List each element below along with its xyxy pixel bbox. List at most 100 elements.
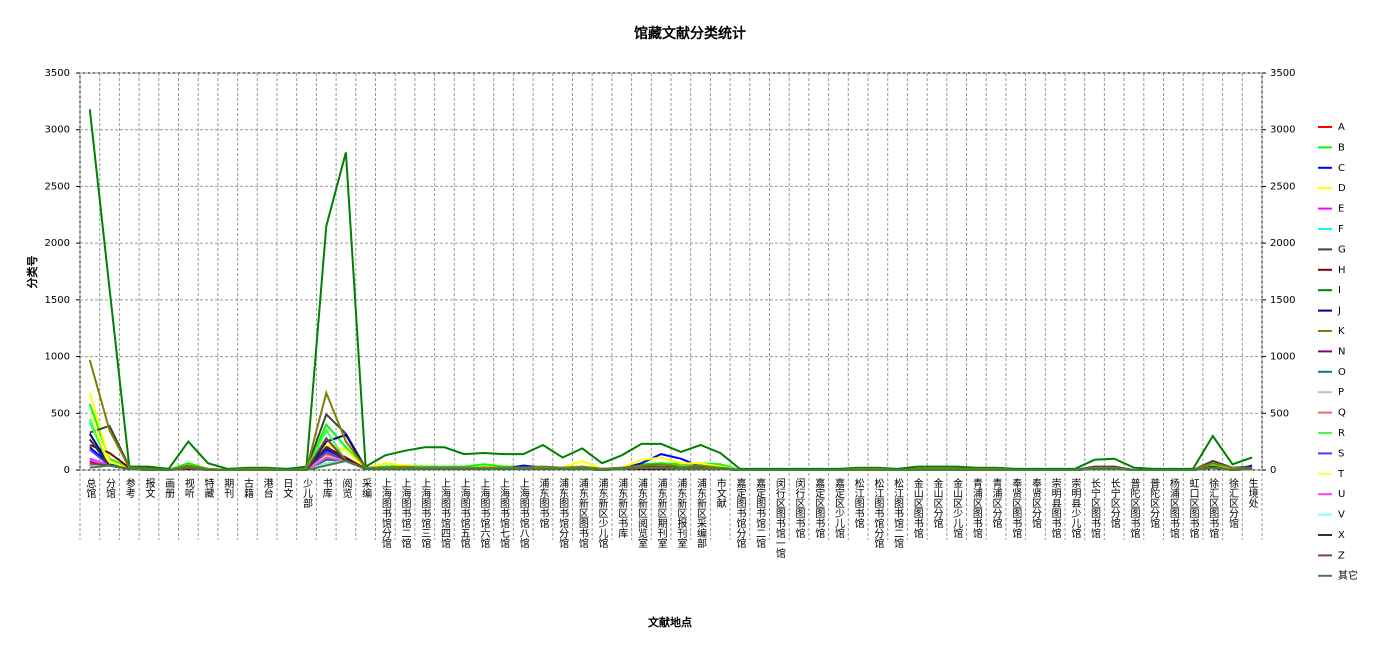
x-tick-label: 嘉定图书馆二馆: [754, 477, 766, 549]
x-axis-label: 文献地点: [648, 615, 692, 629]
x-tick-label: 上海图书馆七馆: [498, 478, 510, 549]
x-tick-label: 金山区分馆: [931, 477, 943, 529]
x-tick-label: 普陀区图书馆: [1128, 477, 1140, 539]
y-tick-label: 3000: [45, 125, 70, 136]
x-tick-label: 浦东新区阅览室: [635, 477, 647, 548]
legend-label: V: [1338, 510, 1345, 521]
x-tick-label: 嘉定图书馆分馆: [734, 477, 746, 549]
x-tick-label: 书库: [320, 478, 332, 499]
x-tick-label: 崇明县图书馆: [1049, 478, 1061, 539]
legend-label: K: [1338, 326, 1345, 337]
y2-tick-label: 500: [1270, 408, 1289, 419]
series-line: [88, 109, 1253, 470]
x-tick-label: 浦东新区期刊室: [655, 477, 667, 548]
y-tick-label: 500: [51, 408, 70, 419]
x-tick-label: 松江图书馆分馆: [872, 477, 884, 549]
x-tick-label: 上海图书馆三馆: [419, 478, 431, 549]
x-tick-label: 特藏: [202, 478, 214, 499]
x-tick-label: 松江图书馆: [852, 477, 864, 529]
legend-label: R: [1338, 428, 1345, 439]
x-tick-label: 上海图书馆二馆: [399, 478, 411, 549]
y-tick-label: 1500: [45, 295, 70, 306]
x-tick-label: 青浦区分馆: [990, 477, 1002, 529]
y-tick-label: 2500: [45, 181, 70, 192]
y2-tick-label: 2000: [1270, 238, 1295, 249]
y-axis-label: 分类号: [25, 256, 39, 289]
y-tick-label: 1000: [45, 352, 70, 363]
legend-label: F: [1338, 224, 1344, 235]
x-tick-label: 浦东新区书库: [616, 477, 628, 539]
y-tick-label: 3500: [45, 68, 70, 79]
x-tick-label: 奉贤区分馆: [1029, 477, 1041, 529]
x-tick-label: 虹口区图书馆: [1187, 478, 1199, 539]
chart-title: 馆藏文献分类统计: [634, 25, 746, 42]
legend-label: J: [1337, 306, 1341, 317]
x-tick-label: 报文: [143, 477, 155, 499]
x-tick-label: 市文献: [714, 477, 726, 509]
x-tick-label: 阅览: [340, 477, 352, 499]
x-tick-label: 奉贤区图书馆: [1010, 477, 1022, 539]
legend-label: P: [1338, 387, 1344, 398]
y2-tick-label: 1500: [1270, 295, 1295, 306]
x-tick-label: 松江图书馆二馆: [892, 477, 904, 549]
x-tick-label: 嘉定区图书馆: [813, 477, 825, 539]
x-tick-label: 少儿部: [301, 478, 313, 509]
y-tick-label: 0: [64, 465, 70, 476]
x-tick-label: 长宁区分馆: [1108, 478, 1120, 529]
x-tick-label: 浦东新区图书馆: [576, 477, 588, 549]
x-tick-label: 采编: [360, 478, 372, 499]
legend-label: Q: [1338, 408, 1346, 419]
series-line: [89, 459, 1253, 472]
y2-tick-label: 0: [1270, 465, 1276, 476]
x-tick-label: 总馆: [84, 477, 96, 499]
y2-tick-label: 1000: [1270, 352, 1295, 363]
x-tick-label: 崇明县少儿馆: [1069, 478, 1081, 539]
legend-label: D: [1338, 183, 1346, 194]
x-tick-label: 浦东新区报刊室: [675, 477, 687, 548]
x-tick-label: 金山区图书馆: [911, 477, 923, 539]
legend-label: Z: [1338, 550, 1345, 561]
x-tick-label: 徐汇区分馆: [1226, 477, 1238, 529]
y2-tick-label: 2500: [1270, 181, 1295, 192]
series-line: [89, 412, 1253, 472]
x-tick-label: 长宁区图书馆: [1089, 478, 1101, 539]
x-tick-label: 闵行区图书馆一馆: [773, 477, 785, 559]
legend-label: I: [1338, 285, 1341, 296]
x-tick-label: 上海图书馆八馆: [517, 478, 529, 549]
x-tick-label: 画册: [163, 478, 175, 499]
x-tick-label: 日文: [281, 478, 293, 499]
legend-label: E: [1338, 204, 1344, 215]
y-tick-label: 2000: [45, 238, 70, 249]
x-tick-label: 上海图书馆分馆: [379, 478, 391, 549]
x-tick-label: 上海图书馆四馆: [438, 478, 450, 549]
x-tick-label: 视听: [182, 477, 194, 498]
x-tick-label: 分馆: [104, 478, 116, 499]
legend-label: G: [1338, 244, 1346, 255]
legend-label: B: [1338, 142, 1345, 153]
x-tick-label: 青浦区图书馆: [970, 477, 982, 539]
x-tick-label: 浦东新区少儿馆: [596, 477, 608, 549]
legend-label: T: [1337, 469, 1345, 480]
x-tick-label: 杨浦区图书馆: [1167, 477, 1179, 539]
x-tick-label: 参考: [123, 477, 135, 499]
legend-label: 其它: [1338, 569, 1358, 582]
y2-tick-label: 3000: [1270, 125, 1295, 136]
x-tick-label: 闵行区图书馆: [793, 477, 805, 539]
legend-label: C: [1338, 163, 1345, 174]
legend-label: X: [1338, 530, 1345, 541]
x-tick-label: 浦东新区采编部: [695, 477, 707, 549]
x-tick-label: 嘉定区少儿馆: [832, 477, 844, 539]
x-tick-label: 上海图书馆六馆: [478, 478, 490, 549]
y2-tick-label: 3500: [1270, 68, 1295, 79]
x-tick-label: 期刊: [222, 478, 234, 499]
x-tick-label: 生境处: [1246, 477, 1258, 509]
x-tick-label: 港台: [261, 478, 273, 499]
x-tick-label: 浦东图书馆分馆: [557, 477, 569, 549]
x-tick-label: 浦东图书馆: [537, 477, 549, 529]
legend-label: O: [1338, 367, 1346, 378]
legend-label: A: [1338, 122, 1345, 133]
legend-label: S: [1338, 448, 1344, 459]
legend-label: N: [1338, 346, 1345, 357]
series-line: [88, 412, 1253, 472]
